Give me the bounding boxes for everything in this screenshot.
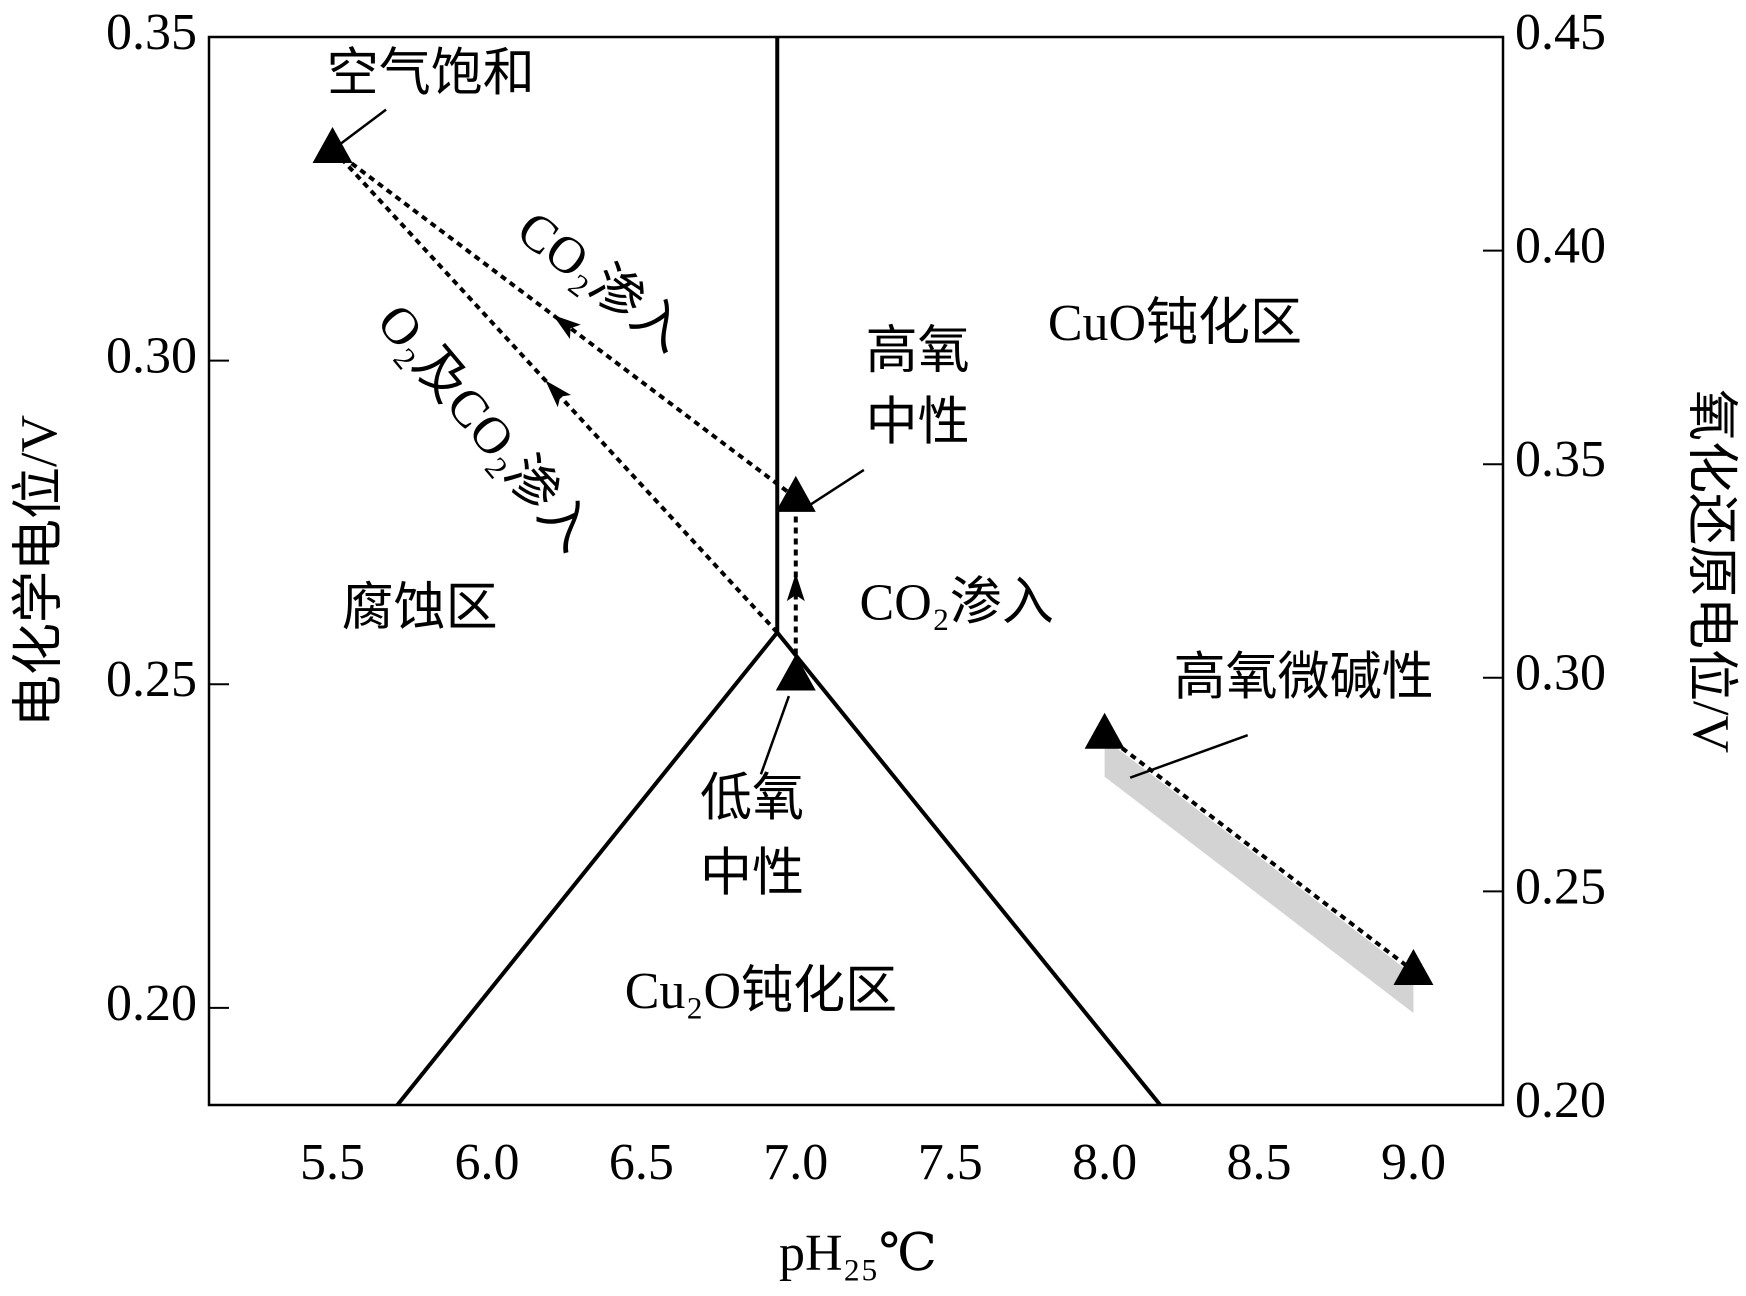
triangle-marker (1393, 949, 1434, 986)
region-label: 腐蚀区 (342, 580, 498, 637)
region-label: Cu₂O钝化区 (625, 963, 897, 1020)
x-tick-label: 7.5 (918, 1134, 983, 1191)
y2-tick-label: 0.20 (1515, 1072, 1606, 1129)
point-label: 低氧 (700, 770, 804, 827)
leader-line (1129, 734, 1249, 779)
arrow-label: CO₂渗入 (860, 575, 1054, 632)
x-tick-label: 8.5 (1227, 1134, 1292, 1191)
triangle-marker (1084, 712, 1125, 749)
arrowhead (552, 314, 581, 340)
x-tick-label: 6.0 (454, 1134, 519, 1191)
shaded-band (1104, 738, 1414, 1014)
triangle-marker (775, 475, 816, 512)
arrow-label: CO₂渗入 (507, 200, 697, 363)
y2-tick-label: 0.40 (1515, 218, 1606, 275)
x-tick-label: 6.5 (609, 1134, 674, 1191)
region-label: CuO钝化区 (1048, 295, 1302, 352)
point-label: 高氧微碱性 (1174, 650, 1434, 707)
y2-tick-label: 0.30 (1515, 645, 1606, 702)
triangle-marker (312, 126, 353, 163)
y-tick-label: 0.20 (106, 975, 197, 1032)
x-tick-label: 9.0 (1381, 1134, 1446, 1191)
leader-line (759, 695, 791, 775)
plot-frame (207, 35, 1505, 1107)
y2-tick-label: 0.45 (1515, 4, 1606, 61)
y2-axis-label: 氧化还原电位/V (1682, 389, 1739, 753)
x-tick-label: 8.0 (1072, 1134, 1137, 1191)
y2-tick-label: 0.35 (1515, 431, 1606, 488)
dotted-arrow (1103, 733, 1415, 973)
y-tick-label: 0.35 (106, 4, 197, 61)
x-tick-label: 7.0 (763, 1134, 828, 1191)
point-label: 中性 (700, 845, 804, 902)
leader-line (340, 108, 387, 145)
x-axis-label: pH₂₅℃ (779, 1225, 937, 1282)
arrowhead (545, 380, 571, 408)
y-axis-label: 电化学电位/V (11, 415, 68, 727)
point-label: 高氧 (866, 323, 970, 380)
leader-line (802, 468, 865, 511)
y2-tick-label: 0.25 (1515, 858, 1606, 915)
point-label: 空气饱和 (327, 45, 535, 102)
x-tick-label: 5.5 (300, 1134, 365, 1191)
y-tick-label: 0.30 (106, 328, 197, 385)
point-label: 中性 (866, 394, 970, 451)
y-tick-label: 0.25 (106, 651, 197, 708)
triangle-marker (775, 654, 816, 691)
arrowhead (786, 573, 805, 602)
